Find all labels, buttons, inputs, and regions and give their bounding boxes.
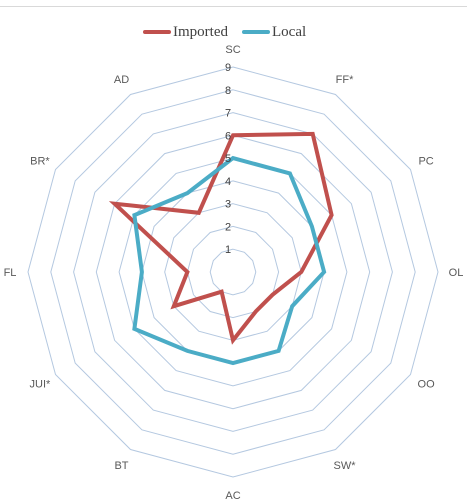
legend-label-imported: Imported [173, 23, 228, 40]
category-label-oo: OO [418, 379, 436, 391]
series-line-local [132, 155, 327, 366]
tick-label-5: 5 [225, 153, 231, 165]
legend-label-local: Local [272, 23, 307, 40]
category-label-sw: SW* [334, 460, 357, 472]
tick-label-8: 8 [225, 85, 231, 97]
legend-swatch-local [242, 30, 270, 34]
grid-ring-8 [50, 89, 416, 455]
grid-ring-2 [186, 225, 280, 319]
category-label-ac: AC [225, 490, 240, 501]
tick-label-2: 2 [225, 221, 231, 233]
tick-label-3: 3 [225, 199, 231, 211]
series-line-imported [108, 131, 334, 345]
category-label-fl: FL [4, 267, 17, 279]
category-label-pc: PC [418, 156, 433, 168]
category-label-sc: SC [225, 44, 240, 56]
grid-ring-5 [118, 157, 348, 387]
category-axis-labels: SC FF* PC OL OO SW* AC BT JUI* FL BR* AD [4, 44, 464, 501]
category-label-bt: BT [114, 460, 128, 472]
radar-series [108, 131, 334, 366]
tick-label-4: 4 [225, 176, 231, 188]
grid-ring-7 [73, 112, 393, 432]
tick-label-7: 7 [225, 108, 231, 120]
category-label-ad: AD [114, 74, 129, 86]
legend-item-imported: Imported [143, 20, 228, 44]
grid-ring-9 [27, 66, 439, 478]
category-label-ff: FF* [336, 74, 354, 86]
tick-label-6: 6 [225, 130, 231, 142]
category-label-jui: JUI* [30, 379, 52, 391]
category-label-br: BR* [30, 156, 50, 168]
top-divider [0, 6, 467, 7]
chart-legend: Imported Local [0, 20, 467, 44]
grid-ring-1 [209, 248, 257, 296]
radar-grid [27, 66, 439, 478]
tick-label-9: 9 [225, 62, 231, 74]
radial-tick-labels: 1 2 3 4 5 6 7 8 9 [225, 62, 231, 256]
legend-swatch-imported [143, 30, 171, 34]
tick-label-1: 1 [225, 244, 231, 256]
legend-item-local: Local [242, 20, 306, 44]
category-label-ol: OL [449, 267, 464, 279]
grid-ring-6 [95, 134, 371, 410]
